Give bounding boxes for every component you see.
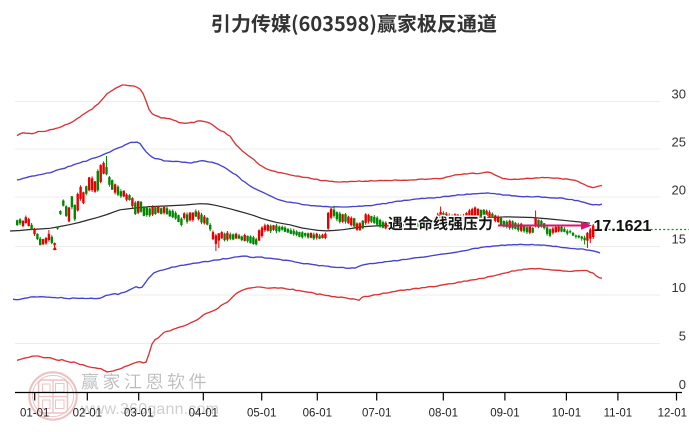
- svg-text:11-01: 11-01: [604, 408, 633, 420]
- svg-text:0: 0: [679, 377, 686, 392]
- svg-text:06-01: 06-01: [303, 408, 332, 420]
- svg-text:08-01: 08-01: [429, 408, 458, 420]
- svg-text:03-01: 03-01: [124, 408, 153, 420]
- svg-text:01-01: 01-01: [20, 408, 49, 420]
- svg-text:30: 30: [672, 87, 686, 102]
- svg-text:04-01: 04-01: [189, 408, 218, 420]
- svg-text:25: 25: [672, 135, 686, 150]
- svg-text:10: 10: [672, 280, 686, 295]
- svg-text:20: 20: [672, 183, 686, 198]
- svg-text:5: 5: [679, 329, 686, 344]
- svg-text:10-01: 10-01: [552, 408, 581, 420]
- svg-text:www.360gann.com: www.360gann.com: [80, 401, 219, 418]
- svg-text:17.1621: 17.1621: [594, 218, 652, 235]
- svg-text:15: 15: [672, 232, 686, 247]
- svg-text:09-01: 09-01: [490, 408, 519, 420]
- svg-text:02-01: 02-01: [73, 408, 102, 420]
- svg-text:07-01: 07-01: [362, 408, 391, 420]
- svg-text:12-01: 12-01: [658, 408, 687, 420]
- svg-text:05-01: 05-01: [247, 408, 276, 420]
